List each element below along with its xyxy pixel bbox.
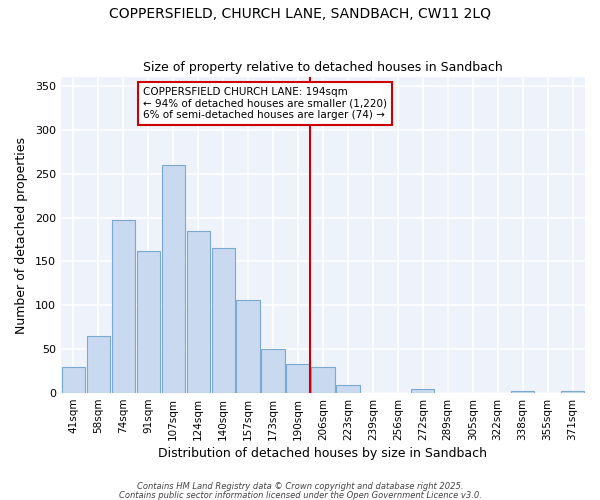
Bar	[411, 388, 434, 393]
Text: Contains public sector information licensed under the Open Government Licence v3: Contains public sector information licen…	[119, 491, 481, 500]
Bar	[112, 220, 135, 393]
X-axis label: Distribution of detached houses by size in Sandbach: Distribution of detached houses by size …	[158, 447, 487, 460]
Y-axis label: Number of detached properties: Number of detached properties	[15, 136, 28, 334]
Bar	[161, 165, 185, 393]
Bar	[62, 366, 85, 393]
Bar	[311, 366, 335, 393]
Bar	[87, 336, 110, 393]
Bar	[511, 392, 534, 393]
Bar	[262, 349, 284, 393]
Bar	[187, 230, 210, 393]
Bar	[337, 385, 359, 393]
Bar	[561, 392, 584, 393]
Bar	[236, 300, 260, 393]
Bar	[286, 364, 310, 393]
Bar	[137, 251, 160, 393]
Title: Size of property relative to detached houses in Sandbach: Size of property relative to detached ho…	[143, 62, 503, 74]
Text: COPPERSFIELD CHURCH LANE: 194sqm
← 94% of detached houses are smaller (1,220)
6%: COPPERSFIELD CHURCH LANE: 194sqm ← 94% o…	[143, 86, 387, 120]
Text: Contains HM Land Registry data © Crown copyright and database right 2025.: Contains HM Land Registry data © Crown c…	[137, 482, 463, 491]
Bar	[212, 248, 235, 393]
Text: COPPERSFIELD, CHURCH LANE, SANDBACH, CW11 2LQ: COPPERSFIELD, CHURCH LANE, SANDBACH, CW1…	[109, 8, 491, 22]
